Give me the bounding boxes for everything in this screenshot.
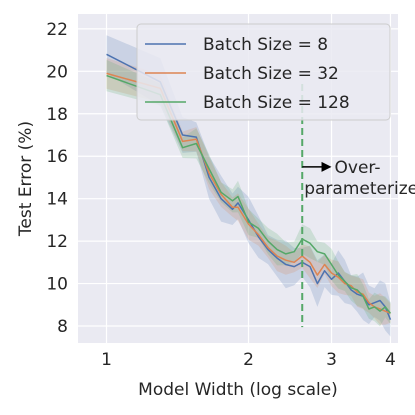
y-tick-label: 14	[46, 190, 68, 210]
legend: Batch Size = 8 Batch Size = 32 Batch Size …	[136, 23, 391, 121]
y-tick-label: 10	[46, 275, 68, 295]
annotation-arrow-head	[321, 161, 332, 172]
legend-box	[136, 23, 391, 121]
x-axis-label: Model Width (log scale)	[138, 380, 338, 400]
y-tick-label: 8	[57, 317, 68, 337]
legend-label: Batch Size = 32	[203, 64, 339, 84]
y-tick-label: 20	[46, 62, 68, 82]
x-tick-label: 2	[243, 350, 254, 370]
x-tick-label: 4	[385, 350, 396, 370]
y-tick-label: 22	[46, 20, 68, 40]
y-tick-label: 12	[46, 232, 68, 252]
legend-label: Batch Size = 8	[203, 35, 328, 55]
x-tick-label: 1	[101, 350, 112, 370]
y-axis-label: Test Error (%)	[16, 121, 36, 237]
annotation-text-line1: Over-	[335, 158, 381, 178]
annotation: Over-parameterized	[301, 84, 415, 328]
y-tick-label: 18	[46, 105, 68, 125]
legend-label: Batch Size = 128	[203, 93, 350, 113]
y-tick-label: 16	[46, 147, 68, 167]
series-band	[106, 59, 391, 327]
annotation-text-line2: parameterized	[304, 179, 415, 199]
x-tick-label: 3	[326, 350, 337, 370]
